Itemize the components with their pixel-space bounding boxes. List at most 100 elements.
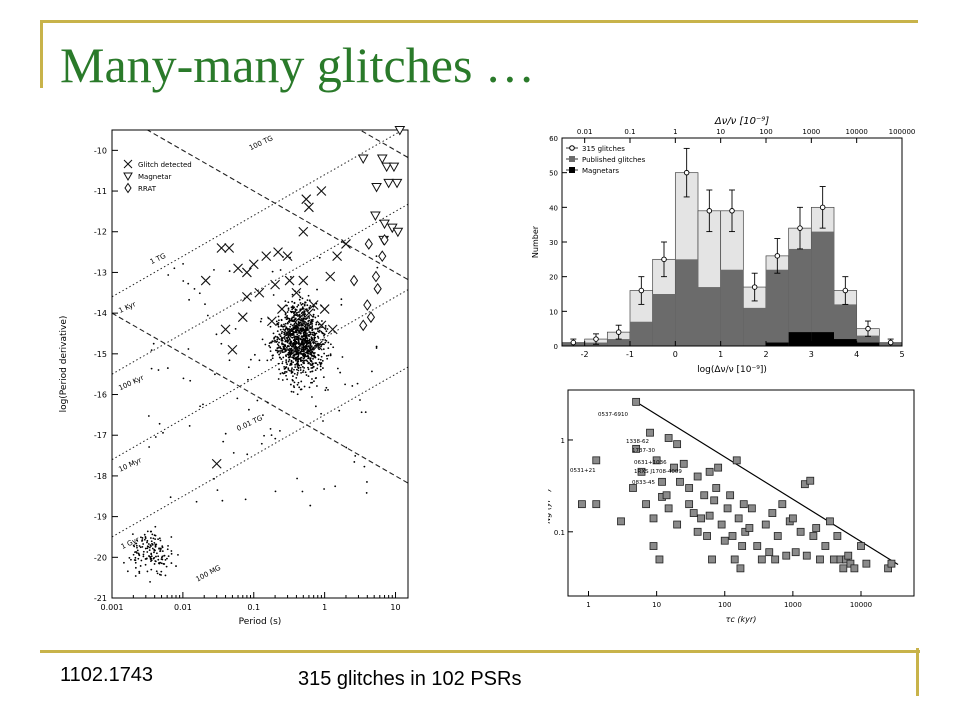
pulsar-dot — [298, 334, 300, 337]
pulsar-dot — [300, 348, 303, 351]
pulsar-dot — [294, 308, 297, 311]
plot-frame — [111, 129, 409, 599]
histogram-bar — [834, 339, 857, 346]
x-tick-label: 1 — [322, 603, 327, 612]
pulsar-dot — [301, 321, 304, 323]
pulsar-dot — [296, 333, 299, 336]
pulsar-dot — [282, 343, 285, 346]
pulsar-dot — [313, 309, 316, 311]
y-tick-label: -20 — [94, 553, 107, 562]
legend-triangle — [123, 172, 133, 182]
rate-point — [720, 536, 729, 545]
pulsar-dot — [285, 355, 288, 358]
glitch-cross — [254, 287, 265, 298]
pulsar-dot — [297, 320, 300, 323]
scattered-dot — [351, 385, 354, 387]
scattered-dot — [272, 294, 275, 296]
x-tick-label: 1 — [718, 350, 723, 359]
msp-dot — [134, 566, 137, 569]
msp-dot — [146, 547, 149, 550]
msp-dot — [150, 530, 153, 533]
pulsar-dot — [287, 348, 289, 351]
x-axis-label: log(Δν/ν [10⁻⁹]) — [697, 365, 767, 375]
pulsar-dot — [303, 385, 306, 388]
glitch-cross — [304, 202, 314, 213]
pulsar-dot — [284, 347, 286, 350]
glitch-cross — [316, 186, 327, 196]
pulsar-dot — [314, 355, 317, 358]
msp-dot — [150, 568, 153, 571]
y-tick-label: 20 — [549, 274, 558, 282]
y-tick-label: -13 — [94, 268, 107, 277]
scattered-dot — [363, 465, 366, 468]
pulsar-dot — [280, 339, 283, 342]
scattered-dot — [259, 320, 262, 323]
pulsar-dot — [300, 330, 303, 333]
y-tick-label: -14 — [94, 309, 107, 318]
pulsar-dot — [295, 309, 298, 311]
magnetar-triangle — [379, 219, 390, 230]
pulsar-dot — [325, 354, 328, 357]
rate-point — [637, 467, 646, 476]
point-annotation: 1338-62 — [626, 439, 649, 445]
cross-stroke — [254, 287, 265, 298]
pulsar-dot — [307, 294, 310, 297]
pulsar-dot — [317, 330, 319, 333]
msp-dot — [153, 542, 156, 544]
pulsar-dot — [271, 357, 274, 360]
pulsar-dot — [289, 347, 291, 350]
scattered-dot — [289, 276, 292, 278]
pulsar-dot — [278, 333, 281, 336]
pulsar-dot — [319, 368, 322, 371]
pulsar-dot — [314, 336, 317, 339]
pulsar-dot — [307, 352, 310, 355]
rate-point — [862, 559, 871, 568]
pulsar-dot — [311, 322, 314, 325]
x-tick-label: 3 — [809, 350, 814, 359]
rate-point — [757, 555, 766, 564]
arxiv-id: 1102.1743 — [60, 664, 154, 686]
cross-stroke — [224, 243, 235, 253]
pulsar-dot — [300, 324, 303, 327]
point-annotation: 0537-6910 — [598, 412, 628, 418]
y-tick-label: 0.1 — [554, 529, 565, 537]
pulsar-dot — [305, 308, 308, 311]
scattered-dot — [334, 485, 337, 488]
msp-dot — [138, 572, 141, 574]
pulsar-dot — [308, 317, 311, 319]
pulsar-dot — [293, 340, 296, 343]
glitch-cross — [298, 275, 309, 286]
rate-point — [791, 548, 800, 557]
rate-point — [646, 428, 654, 437]
glitch-cross — [304, 320, 314, 331]
pulsar-dot — [312, 357, 314, 360]
rate-point — [664, 434, 673, 442]
pulsar-dot — [327, 347, 330, 350]
scattered-dot — [148, 446, 151, 448]
pulsar-dot — [323, 343, 325, 346]
rate-point — [816, 555, 824, 564]
msp-dot — [140, 536, 142, 539]
pulsar-dot — [302, 322, 305, 325]
pulsar-dot — [309, 351, 312, 354]
pulsar-dot — [307, 355, 310, 358]
pulsar-dot — [317, 323, 320, 326]
pulsar-dot — [274, 335, 277, 338]
glitch-cross — [266, 316, 277, 327]
pulsar-dot — [266, 359, 269, 362]
histogram-bar — [630, 321, 653, 346]
pulsar-dot — [309, 341, 312, 344]
pulsar-dot — [281, 379, 284, 381]
scattered-dot — [150, 367, 153, 370]
scattered-dot — [288, 356, 290, 359]
pulsar-dot — [302, 334, 305, 337]
field-line-label: 1 Kyr — [118, 300, 138, 315]
pulsar-dot — [284, 344, 286, 347]
pulsar-dot — [309, 370, 312, 373]
cross-stroke — [220, 324, 231, 335]
msp-dot — [135, 544, 138, 547]
glitch-cross — [284, 275, 295, 286]
legend-label: RRAT — [138, 185, 157, 193]
rate-point — [761, 520, 770, 529]
msp-dot — [151, 547, 154, 550]
